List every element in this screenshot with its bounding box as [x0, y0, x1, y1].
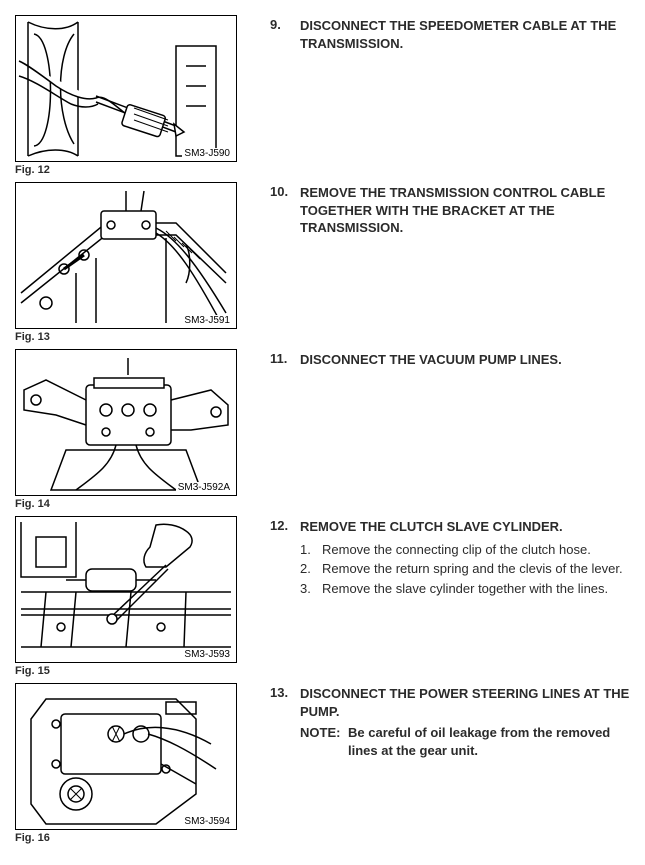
figure-13-svg	[16, 183, 236, 328]
step-13-note: NOTE: Be careful of oil leakage from the…	[300, 724, 630, 759]
step-12-substeps: 1. Remove the connecting clip of the clu…	[300, 540, 630, 599]
figure-16-svg	[16, 684, 236, 829]
figure-13-caption: Fig. 13	[15, 331, 250, 343]
figure-12-code: SM3-J590	[182, 148, 232, 159]
substep-text: Remove the slave cylinder together with …	[322, 579, 608, 599]
figure-13-code: SM3-J591	[182, 315, 232, 326]
step-10: SM3-J591 Fig. 13 10. REMOVE THE TRANSMIS…	[15, 182, 630, 343]
step-11-title: DISCONNECT THE VACUUM PUMP LINES.	[300, 351, 562, 369]
step-11-text: 11. DISCONNECT THE VACUUM PUMP LINES.	[250, 349, 630, 369]
figure-14-caption: Fig. 14	[15, 498, 250, 510]
substep-number: 2.	[300, 559, 322, 579]
figure-15-box: SM3-J593	[15, 516, 237, 663]
substep-number: 1.	[300, 540, 322, 560]
step-12-sub-2: 2. Remove the return spring and the clev…	[300, 559, 630, 579]
figure-13-box: SM3-J591	[15, 182, 237, 329]
figure-12-col: SM3-J590 Fig. 12	[15, 15, 250, 176]
figure-16-code: SM3-J594	[182, 816, 232, 827]
figure-16-caption: Fig. 16	[15, 832, 250, 844]
step-11-number: 11.	[270, 351, 300, 369]
figure-15-svg	[16, 517, 236, 662]
step-13-text: 13. DISCONNECT THE POWER STEERING LINES …	[250, 683, 630, 759]
figure-16-box: SM3-J594	[15, 683, 237, 830]
step-10-text: 10. REMOVE THE TRANSMISSION CONTROL CABL…	[250, 182, 630, 237]
step-9-text: 9. DISCONNECT THE SPEEDOMETER CABLE AT T…	[250, 15, 630, 52]
step-13-number: 13.	[270, 685, 300, 720]
figure-14-box: SM3-J592A	[15, 349, 237, 496]
step-10-number: 10.	[270, 184, 300, 237]
step-12-number: 12.	[270, 518, 300, 536]
step-12-text: 12. REMOVE THE CLUTCH SLAVE CYLINDER. 1.…	[250, 516, 630, 598]
step-12-sub-3: 3. Remove the slave cylinder together wi…	[300, 579, 630, 599]
figure-12-svg	[16, 16, 236, 161]
note-label: NOTE:	[300, 724, 348, 759]
note-text: Be careful of oil leakage from the remov…	[348, 724, 630, 759]
step-11: SM3-J592A Fig. 14 11. DISCONNECT THE VAC…	[15, 349, 630, 510]
figure-15-col: SM3-J593 Fig. 15	[15, 516, 250, 677]
step-10-title: REMOVE THE TRANSMISSION CONTROL CABLE TO…	[300, 184, 630, 237]
figure-14-svg	[16, 350, 236, 495]
figure-12-box: SM3-J590	[15, 15, 237, 162]
step-12-sub-1: 1. Remove the connecting clip of the clu…	[300, 540, 630, 560]
figure-16-col: SM3-J594 Fig. 16	[15, 683, 250, 844]
step-9-title: DISCONNECT THE SPEEDOMETER CABLE AT THE …	[300, 17, 630, 52]
figure-14-col: SM3-J592A Fig. 14	[15, 349, 250, 510]
step-13-title: DISCONNECT THE POWER STEERING LINES AT T…	[300, 685, 630, 720]
figure-14-code: SM3-J592A	[176, 482, 232, 493]
step-9-number: 9.	[270, 17, 300, 52]
step-12-title: REMOVE THE CLUTCH SLAVE CYLINDER.	[300, 518, 563, 536]
step-9: SM3-J590 Fig. 12 9. DISCONNECT THE SPEED…	[15, 15, 630, 176]
step-13: SM3-J594 Fig. 16 13. DISCONNECT THE POWE…	[15, 683, 630, 844]
figure-15-caption: Fig. 15	[15, 665, 250, 677]
step-12: SM3-J593 Fig. 15 12. REMOVE THE CLUTCH S…	[15, 516, 630, 677]
figure-12-caption: Fig. 12	[15, 164, 250, 176]
substep-text: Remove the return spring and the clevis …	[322, 559, 623, 579]
figure-15-code: SM3-J593	[182, 649, 232, 660]
figure-13-col: SM3-J591 Fig. 13	[15, 182, 250, 343]
substep-text: Remove the connecting clip of the clutch…	[322, 540, 591, 560]
substep-number: 3.	[300, 579, 322, 599]
